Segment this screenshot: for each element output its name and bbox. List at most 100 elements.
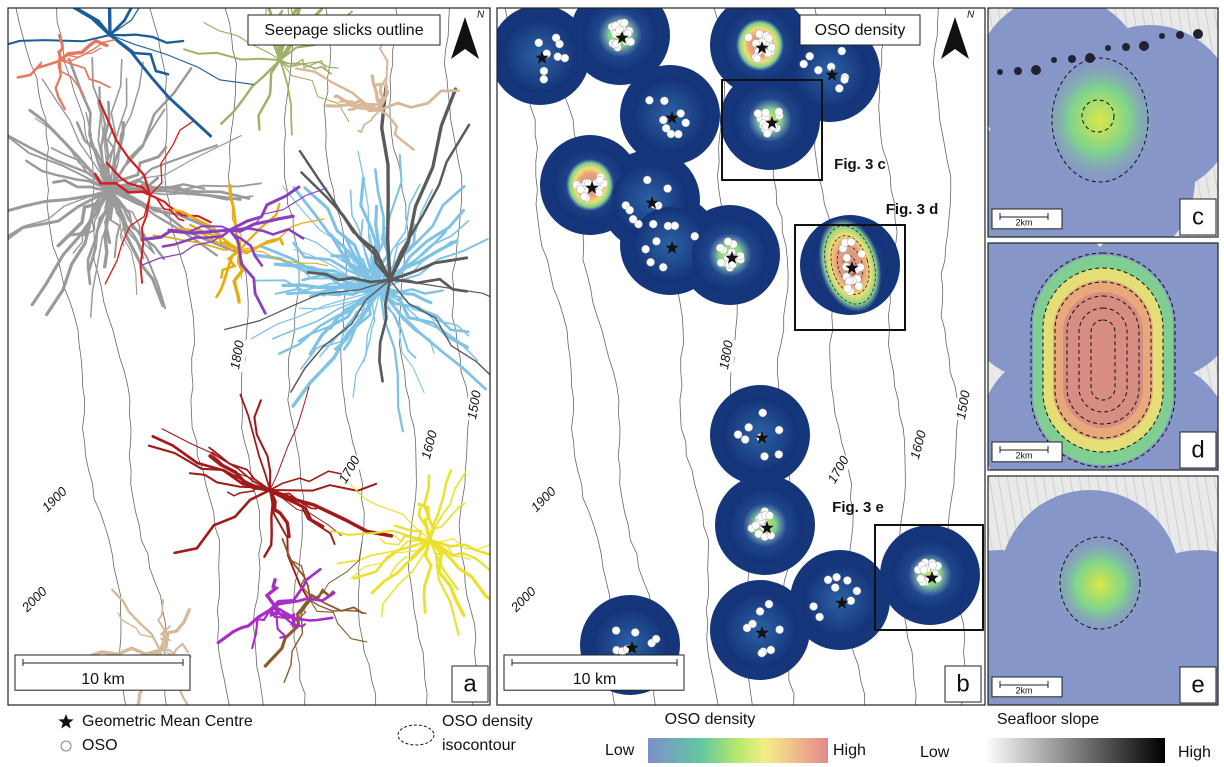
seepage-slick — [378, 288, 445, 295]
oso-point — [716, 243, 725, 253]
isocontour — [1051, 57, 1149, 183]
panel-letter-box — [1179, 431, 1217, 469]
seepage-slick — [220, 248, 242, 279]
seepage-slick — [109, 189, 121, 259]
pockmark — [1014, 67, 1022, 75]
seepage-slick — [309, 599, 367, 615]
seepage-slick — [54, 58, 66, 111]
seepage-slick — [161, 228, 232, 248]
bathymetric-contour — [323, 8, 377, 705]
seepage-slick — [59, 59, 111, 89]
oso-point — [837, 46, 847, 56]
oso-point — [765, 511, 774, 520]
bathymetric-contour — [443, 8, 477, 705]
oso-point — [835, 84, 844, 93]
oso-point — [659, 115, 668, 125]
bathymetric-contour — [56, 8, 167, 705]
oso-point — [670, 221, 680, 231]
panel-border — [987, 242, 1219, 471]
seepage-slick — [269, 470, 343, 491]
slope-hatch — [1204, 476, 1218, 558]
oso-point — [646, 257, 655, 267]
seepage-slick — [428, 538, 490, 556]
seepage-slick — [239, 249, 329, 267]
seepage-slick — [378, 287, 433, 305]
seepage-slick — [308, 288, 382, 356]
seepage-slick — [378, 208, 466, 292]
seepage-slick — [378, 288, 488, 391]
oso-point — [823, 575, 833, 585]
mean-centre — [755, 626, 769, 639]
seepage-slick — [44, 188, 112, 317]
panel-background — [8, 8, 490, 705]
oso-point — [630, 628, 640, 637]
oso-point — [539, 75, 549, 84]
oso-point — [845, 276, 854, 286]
contour-label-bg — [418, 427, 442, 463]
oso-point — [626, 37, 635, 47]
seepage-slick — [98, 99, 152, 197]
seepage-slick — [268, 591, 336, 612]
panel-border — [987, 475, 1219, 706]
oso-point — [764, 599, 774, 609]
callout-label: Fig. 3 c — [834, 156, 886, 173]
oso-point — [643, 175, 652, 185]
seepage-slick — [379, 75, 390, 111]
oso-point — [774, 450, 784, 459]
seepage-slick — [268, 488, 394, 538]
contour-label-bg — [907, 427, 931, 463]
seepage-slick — [228, 214, 295, 233]
seepage-slick — [352, 538, 432, 580]
seepage-slick — [281, 537, 311, 601]
contour-label-bg — [953, 387, 975, 423]
seepage-slick — [30, 188, 112, 307]
seepage-slick — [105, 161, 152, 197]
panel-letter-box — [451, 665, 489, 703]
seepage-slick — [109, 189, 125, 247]
seepage-slick — [378, 288, 404, 433]
oso-point — [744, 423, 753, 432]
seepage-slick — [147, 444, 272, 492]
oso-point — [723, 237, 733, 246]
isocontour — [1042, 267, 1164, 453]
scale-box — [991, 441, 1063, 463]
title-box — [799, 14, 921, 46]
oso-point — [611, 626, 621, 635]
oso-point — [649, 219, 658, 229]
oso-point — [852, 586, 862, 596]
seepage-slick — [268, 488, 291, 539]
isocontour — [830, 235, 870, 295]
panel — [988, 8, 1218, 237]
seepage-slick — [228, 228, 267, 315]
oso-point — [767, 43, 776, 52]
seepage-slick — [269, 482, 378, 492]
seepage-slick — [172, 208, 242, 252]
contour-label-bg — [824, 452, 854, 488]
pockmark — [1193, 29, 1203, 39]
seepage-slick — [378, 89, 460, 112]
legend-star — [58, 714, 74, 729]
density-core — [1050, 535, 1150, 635]
seepage-slick — [350, 539, 431, 580]
oso-point — [774, 107, 784, 116]
mean-centre — [665, 111, 679, 124]
north-label: N — [967, 10, 975, 21]
seepage-slick — [211, 451, 271, 491]
panel-letter-box — [944, 665, 982, 703]
seepage-slick — [309, 599, 368, 643]
seepage-slick — [89, 189, 112, 318]
north-label: N — [477, 10, 485, 21]
mean-centre — [755, 431, 769, 444]
scale-box — [991, 208, 1063, 230]
oso-point — [534, 38, 544, 48]
slope-hatch — [1204, 8, 1218, 90]
seepage-slick — [330, 529, 431, 541]
seepage-slick — [232, 248, 245, 304]
seepage-slick — [333, 94, 382, 113]
oso-point — [595, 175, 605, 185]
density-colorbar — [648, 738, 828, 763]
seepage-slick — [183, 48, 281, 61]
seepage-slick — [417, 502, 432, 542]
seepage-slick — [216, 608, 272, 645]
